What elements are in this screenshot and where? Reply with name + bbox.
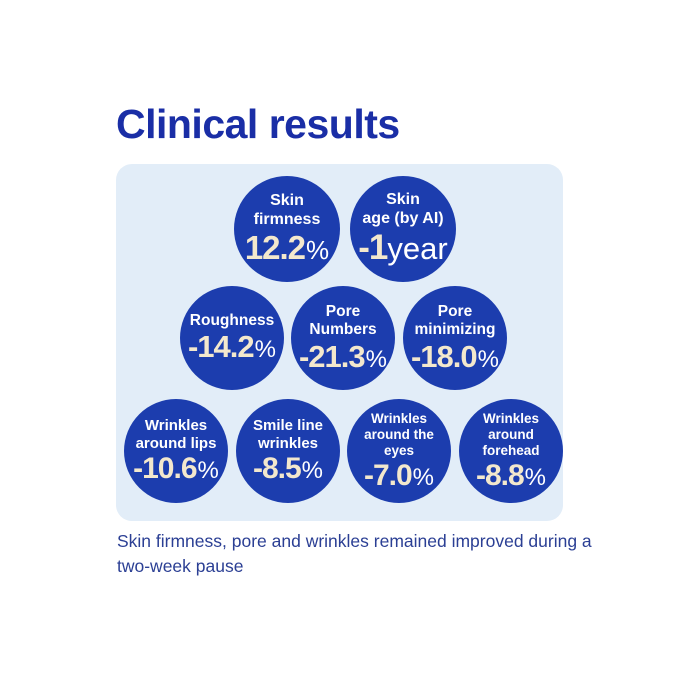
stat-label: Pore minimizing bbox=[414, 302, 496, 339]
stat-circle-smile-line: Smile line wrinkles -8.5% bbox=[236, 399, 340, 503]
footnote-text: Skin firmness, pore and wrinkles remaine… bbox=[117, 531, 592, 576]
stat-number: -8.8 bbox=[475, 458, 525, 492]
stat-unit: % bbox=[365, 345, 387, 373]
stat-label: Smile line wrinkles bbox=[252, 417, 324, 452]
stat-unit: % bbox=[477, 345, 499, 373]
stat-number: -1 bbox=[358, 228, 388, 267]
stat-value: -7.0% bbox=[364, 460, 434, 492]
stat-label: Wrinkles around forehead bbox=[482, 410, 540, 458]
stat-number: -21.3 bbox=[298, 338, 366, 374]
stat-value: -14.2% bbox=[188, 331, 276, 364]
stat-value: -18.0% bbox=[410, 338, 499, 374]
stat-number: -14.2 bbox=[187, 329, 255, 365]
stat-unit: % bbox=[301, 457, 324, 485]
stat-number: -10.6 bbox=[133, 452, 197, 486]
page-title: Clinical results bbox=[116, 101, 400, 147]
stat-value: -10.6% bbox=[133, 453, 219, 485]
stat-label: Wrinkles around the eyes bbox=[364, 410, 434, 458]
stat-number: -8.5 bbox=[252, 452, 302, 486]
stat-circle-roughness: Roughness -14.2% bbox=[180, 286, 284, 390]
stat-number: 12.2 bbox=[244, 229, 306, 267]
stat-unit: % bbox=[197, 457, 219, 485]
stat-label: Skin age (by AI) bbox=[362, 191, 444, 228]
stat-label: Roughness bbox=[189, 312, 275, 330]
stat-number: -18.0 bbox=[410, 338, 478, 374]
stat-circle-skin-firmness: Skin firmness 12.2% bbox=[234, 176, 340, 282]
results-panel: Skin firmness 12.2% Skin age (by AI) -1 y… bbox=[116, 164, 563, 521]
stat-circle-wrinkles-eyes: Wrinkles around the eyes -7.0% bbox=[347, 399, 451, 503]
stat-circle-pore-numbers: Pore Numbers -21.3% bbox=[291, 286, 395, 390]
stat-number: -7.0 bbox=[363, 458, 413, 492]
stat-label: Pore Numbers bbox=[309, 302, 377, 339]
stat-circle-wrinkles-forehead: Wrinkles around forehead -8.8% bbox=[459, 399, 563, 503]
stat-unit: % bbox=[412, 463, 435, 491]
stat-label: Skin firmness bbox=[253, 192, 321, 229]
stat-value: -1 year bbox=[358, 228, 448, 267]
stat-circle-wrinkles-lips: Wrinkles around lips -10.6% bbox=[124, 399, 228, 503]
stat-value: -8.8% bbox=[476, 460, 546, 492]
stat-label: Wrinkles around lips bbox=[135, 417, 217, 452]
stat-unit: % bbox=[306, 235, 330, 266]
stat-circle-skin-age: Skin age (by AI) -1 year bbox=[350, 176, 456, 282]
stat-circle-pore-minimizing: Pore minimizing -18.0% bbox=[403, 286, 507, 390]
stat-unit: % bbox=[254, 336, 276, 364]
stat-value: -21.3% bbox=[298, 338, 387, 374]
stat-value: -8.5% bbox=[253, 453, 323, 485]
stat-value: 12.2% bbox=[244, 229, 330, 267]
stat-unit: year bbox=[387, 231, 448, 266]
stat-unit: % bbox=[524, 463, 547, 491]
